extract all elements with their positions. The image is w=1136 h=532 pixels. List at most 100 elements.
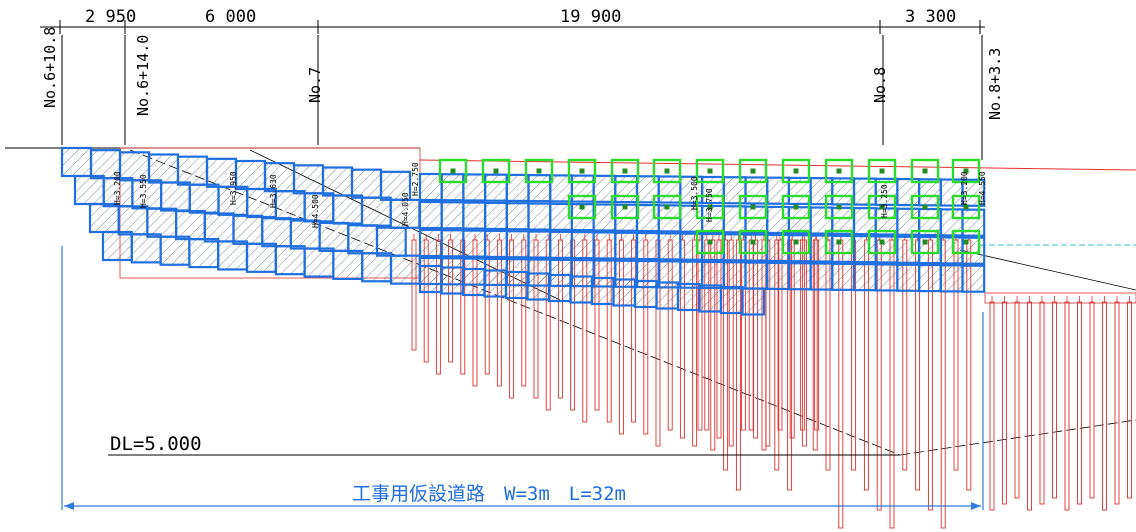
station-label: No.6+14.0: [134, 35, 152, 116]
pile-height-label: H=3.250: [880, 184, 889, 218]
concrete-block: [787, 206, 812, 235]
concrete-block: [440, 266, 465, 295]
ground-line: [419, 159, 1136, 171]
anchor-marker: [652, 194, 682, 220]
concrete-block: [321, 166, 354, 197]
concrete-block: [101, 230, 133, 262]
concrete-block: [766, 261, 791, 291]
concrete-block: [484, 173, 508, 202]
concrete-block: [939, 236, 964, 265]
anchor-marker: [567, 158, 597, 184]
slope-line: [899, 419, 1136, 456]
anchor-marker: [610, 158, 640, 184]
concrete-block: [292, 164, 325, 195]
concrete-block: [527, 202, 552, 231]
concrete-block: [700, 232, 725, 262]
concrete-block: [440, 173, 465, 202]
anchor-marker-dot: [750, 168, 756, 174]
anchor-marker-dot: [879, 168, 885, 174]
concrete-block: [590, 276, 615, 306]
anchor-marker: [867, 194, 897, 220]
pile-height-label: H=3.950: [229, 171, 238, 205]
anchor-marker: [652, 158, 682, 184]
station-label: No.7: [306, 67, 324, 103]
anchor-marker-dot: [707, 239, 713, 245]
concrete-block: [203, 212, 235, 243]
pile: [989, 301, 995, 511]
concrete-block: [188, 183, 220, 214]
concrete-block: [350, 168, 383, 199]
concrete-block: [245, 242, 277, 273]
concrete-block: [592, 231, 617, 260]
anchor-marker: [910, 158, 940, 184]
pile-height-label: H=4.050: [401, 192, 410, 226]
anchor-marker: [695, 229, 725, 255]
concrete-block: [700, 260, 725, 290]
concrete-block: [719, 285, 744, 315]
anchor-marker-dot: [963, 168, 969, 174]
anchor-marker: [824, 158, 854, 184]
concrete-block: [676, 282, 701, 312]
concrete-block: [744, 205, 769, 234]
road-dimension: 工事用仮設道路 W=3m L=32m: [61, 246, 984, 510]
station-lines: [61, 35, 983, 160]
concrete-block: [852, 263, 877, 292]
concrete-block: [635, 175, 660, 204]
anchor-marker: [951, 229, 981, 255]
concrete-block: [635, 231, 660, 261]
anchor-marker-dot: [793, 168, 799, 174]
concrete-block: [612, 278, 637, 307]
concrete-block: [389, 198, 421, 229]
concrete-block: [570, 174, 595, 203]
concrete-block: [657, 175, 682, 204]
pile: [1064, 301, 1070, 511]
anchor-marker: [610, 194, 640, 220]
concrete-block: [146, 207, 178, 238]
concrete-block: [831, 262, 856, 291]
anchor-marker-dot: [879, 204, 885, 210]
anchor-marker-dot: [622, 204, 628, 210]
concrete-block: [961, 264, 986, 293]
concrete-block: [527, 174, 552, 203]
concrete-block: [418, 200, 443, 230]
concrete-block: [60, 146, 93, 178]
concrete-block: [787, 262, 812, 291]
concrete-block: [614, 174, 639, 204]
concrete-block: [484, 229, 508, 259]
dimension-label: 2 950: [85, 7, 136, 27]
slope-line: [959, 249, 1136, 291]
concrete-block: [483, 269, 508, 298]
pile-height-label: H=3.630: [269, 174, 278, 208]
anchor-marker: [824, 229, 854, 255]
anchor-marker: [524, 158, 554, 184]
anchor-marker: [738, 158, 768, 184]
road-label: 工事用仮設道路 W=3m L=32m: [352, 483, 626, 505]
pile: [1014, 301, 1020, 499]
concrete-block: [547, 273, 572, 303]
red-outline: [984, 292, 1136, 304]
concrete-block: [217, 240, 249, 271]
datum-line: DL=5.000: [108, 433, 900, 456]
anchor-marker: [738, 229, 768, 255]
concrete-block: [722, 205, 747, 234]
concrete-block: [874, 263, 899, 292]
anchor-marker: [867, 229, 897, 255]
concrete-block: [160, 181, 191, 212]
anchor-marker: [867, 158, 897, 184]
station-label: No.8+3.3: [986, 48, 1004, 120]
anchor-marker: [781, 194, 811, 220]
concrete-block: [570, 231, 595, 260]
concrete-block: [633, 279, 658, 309]
pile-height-labels: H=3.200 H=3.550 H=3.950 H=3.630 H=4.500 …: [113, 162, 987, 228]
anchor-marker-dot: [664, 168, 670, 174]
concrete-block: [389, 254, 421, 285]
dimension-label: 6 000: [205, 7, 256, 27]
anchor-marker-dot: [707, 168, 713, 174]
concrete-block: [698, 284, 723, 313]
concrete-block: [379, 170, 412, 201]
concrete-block: [766, 233, 791, 263]
concrete-block: [766, 205, 791, 235]
anchor-marker-dot: [922, 239, 928, 245]
anchor-marker: [910, 229, 940, 255]
